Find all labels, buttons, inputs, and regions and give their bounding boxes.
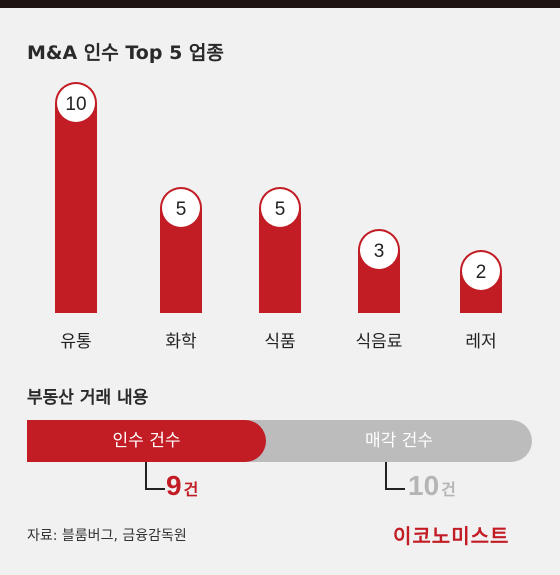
- chart-title: M&A 인수 Top 5 업종: [27, 42, 224, 64]
- value-badge-3: [261, 189, 299, 227]
- acquisition-segment: [27, 420, 266, 462]
- top-bar: [0, 0, 560, 8]
- value-label-2: 5: [176, 199, 187, 220]
- value-label-1: 10: [65, 94, 86, 115]
- sale-count-number: 10: [408, 470, 440, 501]
- sale-label: 매각 건수: [365, 431, 433, 451]
- deal-split-bar: 인수 건수 매각 건수: [27, 420, 532, 462]
- bar-1: [55, 82, 97, 313]
- value-label-5: 2: [476, 262, 487, 283]
- value-badge-1: [57, 84, 95, 122]
- category-label-1: 유통: [60, 332, 91, 352]
- category-label-3: 식품: [264, 332, 295, 352]
- acquisition-leader-line: [145, 462, 165, 490]
- value-badge-5: [462, 252, 500, 290]
- source-note: 자료: 블룸버그, 금융감독원: [27, 528, 187, 544]
- acquisition-count-unit: 건: [183, 480, 199, 499]
- bar-chart: 10 유통 5 화학 5 식품 3 식음료 2 레저: [55, 82, 502, 352]
- sale-count: 10 건: [408, 470, 456, 502]
- value-label-3: 5: [275, 199, 286, 220]
- category-label-4: 식음료: [356, 332, 403, 352]
- category-label-2: 화학: [165, 332, 197, 352]
- section-title: 부동산 거래 내용: [27, 388, 149, 408]
- acquisition-count-number: 9: [166, 470, 182, 501]
- value-badge-2: [162, 189, 200, 227]
- acquisition-label: 인수 건수: [112, 431, 181, 451]
- sale-count-unit: 건: [441, 480, 456, 499]
- value-label-4: 3: [374, 241, 385, 262]
- value-badge-4: [360, 231, 398, 269]
- brand-logo: 이코노미스트: [393, 524, 510, 548]
- sale-leader-line: [385, 462, 405, 490]
- category-label-5: 레저: [465, 332, 496, 352]
